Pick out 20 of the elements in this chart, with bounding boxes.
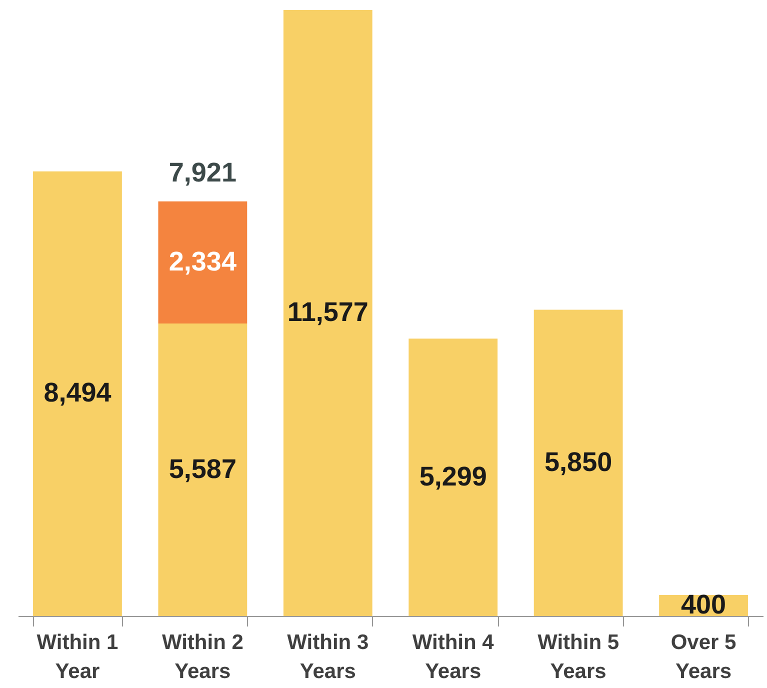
- bar: [283, 10, 372, 616]
- bar: [33, 171, 122, 616]
- data-label: 5,299: [419, 461, 487, 492]
- data-label: 5,587: [168, 454, 236, 484]
- data-label: 400: [680, 590, 726, 620]
- x-tick-label: Over 5 Years: [670, 631, 737, 683]
- data-label: 2,334: [168, 246, 236, 276]
- bar: [408, 338, 498, 616]
- data-label: 11,577: [287, 297, 368, 327]
- bar: [158, 324, 248, 616]
- x-tick-label: Within 4 Years: [412, 631, 494, 683]
- x-tick-label: Within 1 Year: [36, 631, 119, 683]
- x-tick-label: Within 3 Years: [287, 631, 369, 683]
- data-label: 5,850: [544, 446, 612, 477]
- bar: [158, 201, 248, 324]
- data-label: 8,494: [44, 378, 112, 408]
- total-label: 7,921: [168, 157, 236, 188]
- x-tick-label: Within 5 Years: [538, 631, 620, 683]
- x-tick-label: Within 2 Years: [162, 631, 244, 683]
- bar: [534, 310, 623, 616]
